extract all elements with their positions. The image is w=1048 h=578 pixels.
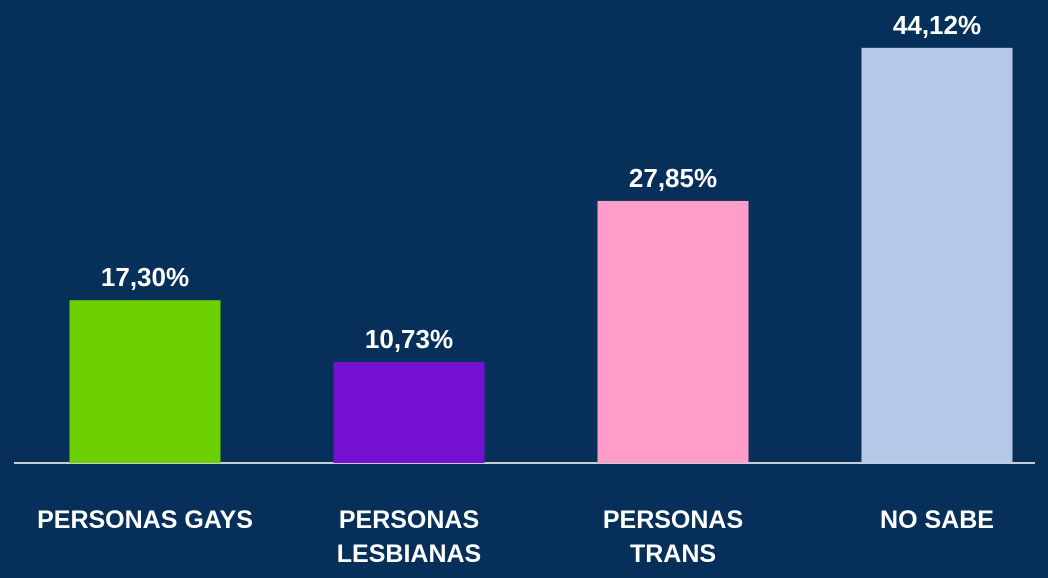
value-label: 17,30%	[101, 262, 189, 292]
category-label: PERSONAS LESBIANAS	[336, 506, 482, 568]
category-label: NO SABE	[880, 506, 994, 534]
value-label: 10,73%	[365, 324, 453, 354]
bar	[69, 300, 221, 463]
bar	[861, 47, 1013, 463]
value-label: 27,85%	[629, 163, 717, 193]
category-label: PERSONAS TRANS	[602, 506, 744, 568]
bar	[597, 200, 749, 463]
bar	[333, 362, 485, 463]
category-label: PERSONAS GAYS	[37, 506, 253, 534]
value-label: 44,12%	[893, 10, 981, 40]
